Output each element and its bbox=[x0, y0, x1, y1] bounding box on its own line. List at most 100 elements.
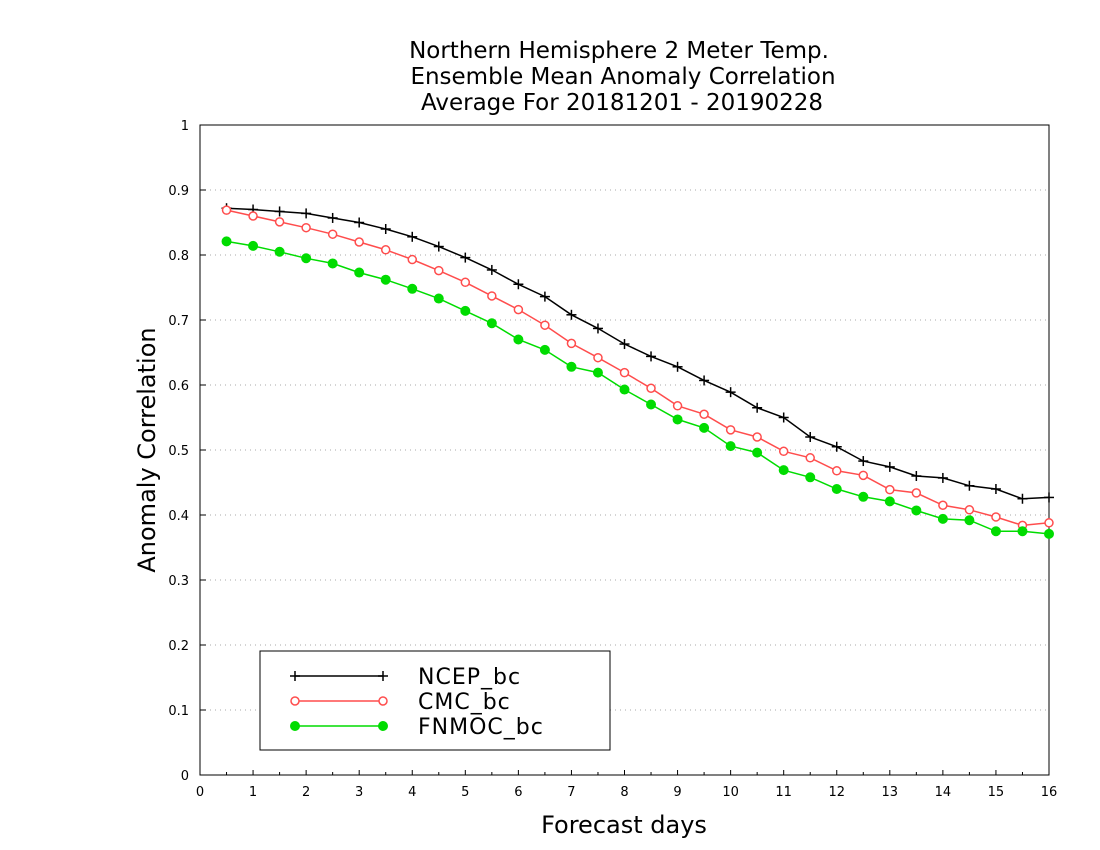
point-FNMOC_bc-5 bbox=[354, 267, 365, 278]
legend-marker-left bbox=[290, 721, 300, 731]
legend-item-NCEP_bc: NCEP_bc bbox=[290, 665, 520, 690]
point-NCEP_bc-14 bbox=[592, 323, 603, 334]
series-line-FNMOC_bc bbox=[226, 240, 1050, 535]
x-tick-label-8: 8 bbox=[620, 785, 628, 800]
point-NCEP_bc-22 bbox=[805, 432, 816, 442]
point-NCEP_bc-30 bbox=[1017, 493, 1028, 504]
point-CMC_bc-31 bbox=[1044, 518, 1054, 528]
title-line-3: Average For 20181201 - 20190228 bbox=[421, 90, 823, 116]
point-CMC_bc-17 bbox=[672, 401, 683, 411]
x-tick-label-5: 5 bbox=[461, 785, 469, 800]
point-CMC_bc-19 bbox=[725, 425, 736, 435]
point-FNMOC_bc-4 bbox=[327, 258, 338, 269]
series-layer bbox=[221, 203, 1054, 539]
series-line-NCEP_bc bbox=[226, 207, 1050, 500]
y-axis-ticks: 0 0.1 0.2 0.3 0.4 0.5 0.6 0.7 0.8 0.9 1 bbox=[168, 119, 206, 784]
point-FNMOC_bc-29 bbox=[990, 526, 1001, 537]
point-FNMOC_bc-13 bbox=[566, 361, 577, 372]
legend-marker-right bbox=[378, 671, 388, 681]
point-CMC_bc-16 bbox=[646, 383, 656, 393]
point-FNMOC_bc-0 bbox=[221, 236, 232, 247]
point-FNMOC_bc-30 bbox=[1017, 526, 1028, 537]
point-NCEP_bc-23 bbox=[831, 441, 842, 452]
point-NCEP_bc-18 bbox=[699, 375, 710, 386]
point-CMC_bc-8 bbox=[434, 265, 444, 276]
y-tick-label-0: 0 bbox=[181, 769, 189, 784]
point-CMC_bc-20 bbox=[752, 432, 762, 442]
y-tick-label-10: 1 bbox=[181, 119, 189, 134]
point-NCEP_bc-31 bbox=[1044, 492, 1054, 503]
point-CMC_bc-15 bbox=[619, 367, 630, 378]
point-FNMOC_bc-25 bbox=[884, 496, 895, 507]
point-FNMOC_bc-1 bbox=[248, 240, 259, 251]
point-CMC_bc-2 bbox=[274, 217, 285, 227]
legend-marker-right bbox=[378, 696, 388, 706]
y-axis-label: Anomaly Correlation bbox=[133, 327, 161, 572]
y-tick-label-1: 0.1 bbox=[168, 704, 189, 719]
y-tick-label-4: 0.4 bbox=[168, 509, 189, 524]
x-tick-label-9: 9 bbox=[673, 785, 681, 800]
point-CMC_bc-0 bbox=[221, 205, 232, 215]
point-NCEP_bc-2 bbox=[274, 206, 285, 217]
point-FNMOC_bc-16 bbox=[646, 399, 657, 410]
point-FNMOC_bc-23 bbox=[831, 484, 842, 494]
x-tick-label-2: 2 bbox=[302, 785, 310, 800]
legend-label-FNMOC_bc: FNMOC_bc bbox=[418, 715, 544, 740]
x-axis-ticks: 0 1 2 3 4 5 6 7 8 9 10 11 12 13 14 15 16 bbox=[196, 770, 1057, 800]
point-NCEP_bc-20 bbox=[752, 402, 763, 413]
y-tick-label-7: 0.7 bbox=[168, 314, 189, 329]
series-line-CMC_bc bbox=[226, 209, 1050, 527]
x-tick-label-12: 12 bbox=[828, 785, 845, 800]
point-CMC_bc-24 bbox=[858, 470, 869, 481]
y-tick-label-8: 0.8 bbox=[168, 249, 189, 264]
point-FNMOC_bc-26 bbox=[911, 505, 922, 516]
point-NCEP_bc-13 bbox=[566, 309, 577, 320]
x-tick-label-6: 6 bbox=[514, 785, 522, 800]
point-FNMOC_bc-3 bbox=[301, 253, 312, 264]
point-FNMOC_bc-6 bbox=[380, 274, 391, 285]
y-tick-label-5: 0.5 bbox=[168, 444, 189, 459]
y-tick-label-3: 0.3 bbox=[168, 574, 189, 589]
title-line-1: Northern Hemisphere 2 Meter Temp. bbox=[409, 38, 829, 64]
x-tick-label-10: 10 bbox=[722, 785, 739, 800]
point-NCEP_bc-4 bbox=[327, 212, 338, 223]
point-NCEP_bc-28 bbox=[964, 480, 975, 491]
x-tick-label-3: 3 bbox=[355, 785, 363, 800]
point-NCEP_bc-10 bbox=[486, 264, 497, 275]
legend-item-CMC_bc: CMC_bc bbox=[290, 690, 511, 715]
point-FNMOC_bc-8 bbox=[433, 293, 444, 304]
point-CMC_bc-7 bbox=[407, 254, 417, 265]
point-FNMOC_bc-12 bbox=[539, 344, 550, 355]
point-CMC_bc-5 bbox=[354, 237, 364, 247]
point-FNMOC_bc-24 bbox=[858, 491, 869, 502]
point-NCEP_bc-3 bbox=[301, 208, 312, 219]
point-CMC_bc-26 bbox=[911, 488, 922, 498]
point-CMC_bc-11 bbox=[513, 304, 524, 315]
x-tick-label-11: 11 bbox=[775, 785, 792, 800]
point-CMC_bc-3 bbox=[301, 222, 311, 233]
legend-label-CMC_bc: CMC_bc bbox=[418, 690, 511, 715]
point-NCEP_bc-16 bbox=[646, 351, 657, 362]
point-FNMOC_bc-14 bbox=[592, 367, 603, 378]
point-CMC_bc-25 bbox=[885, 484, 895, 495]
point-FNMOC_bc-21 bbox=[778, 465, 789, 476]
legend-marker-right bbox=[378, 721, 388, 731]
x-tick-label-15: 15 bbox=[988, 785, 1005, 800]
series-CMC_bc bbox=[221, 205, 1054, 531]
point-CMC_bc-13 bbox=[566, 338, 577, 349]
x-tick-label-16: 16 bbox=[1041, 785, 1058, 800]
point-CMC_bc-14 bbox=[593, 352, 603, 363]
point-FNMOC_bc-2 bbox=[274, 246, 285, 257]
x-axis-label: Forecast days bbox=[541, 811, 707, 839]
y-tick-label-9: 0.9 bbox=[168, 184, 189, 199]
point-FNMOC_bc-19 bbox=[725, 441, 736, 452]
legend-item-FNMOC_bc: FNMOC_bc bbox=[290, 715, 544, 740]
point-NCEP_bc-5 bbox=[354, 217, 365, 228]
point-FNMOC_bc-20 bbox=[752, 447, 763, 458]
point-CMC_bc-4 bbox=[327, 229, 338, 239]
chart-title: Northern Hemisphere 2 Meter Temp. Ensemb… bbox=[409, 38, 835, 116]
point-FNMOC_bc-22 bbox=[805, 472, 816, 483]
point-NCEP_bc-24 bbox=[858, 456, 869, 467]
